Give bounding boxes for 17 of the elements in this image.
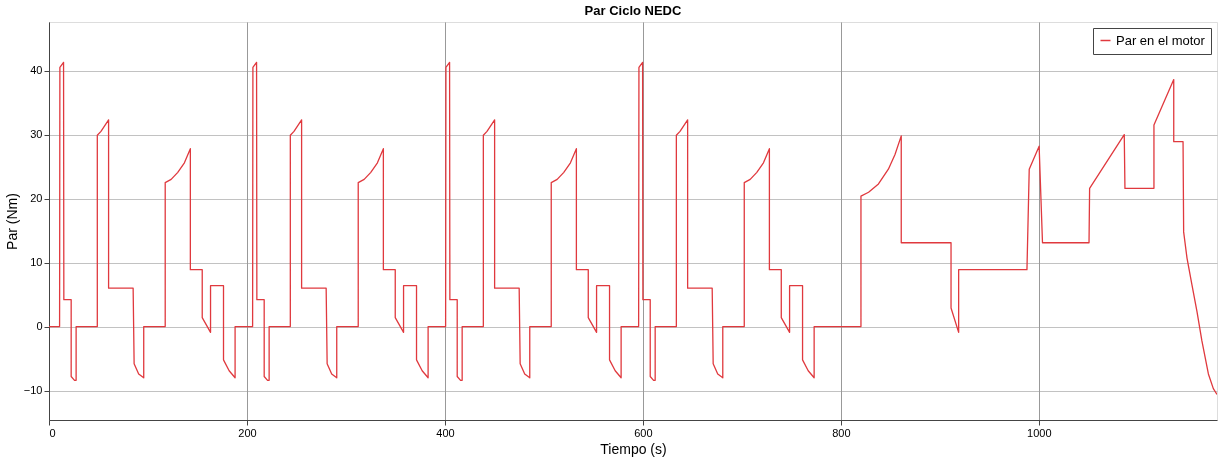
x-tick-label: 200: [238, 426, 257, 439]
y-tick-label: 40: [30, 64, 43, 77]
x-tick-label: 600: [634, 426, 653, 439]
y-tick-label: 0: [36, 320, 43, 333]
x-tick-label: 1000: [1027, 426, 1052, 439]
y-tick-label: 10: [30, 256, 43, 269]
y-tick-label: −10: [23, 384, 43, 397]
y-tick-label: 20: [30, 192, 43, 205]
line-series: [49, 61, 1217, 396]
x-tick-label: 0: [49, 426, 56, 439]
x-axis-title: Tiempo (s): [600, 440, 667, 457]
y-tick-label: 30: [30, 128, 43, 141]
legend-label: Par en el motor: [1116, 32, 1206, 48]
x-tick-label: 400: [436, 426, 455, 439]
x-tick-label: 800: [832, 426, 851, 439]
chart-title: Par Ciclo NEDC: [584, 3, 683, 18]
y-axis-title: Par (Nm): [3, 193, 20, 250]
